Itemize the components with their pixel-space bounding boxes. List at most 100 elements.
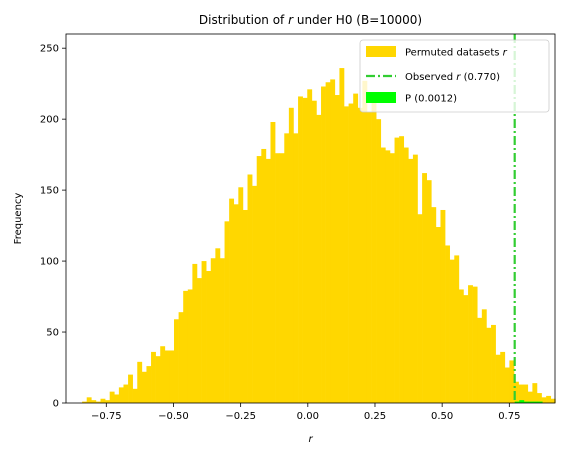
bar-permuted bbox=[353, 93, 359, 403]
bar-permuted bbox=[527, 391, 533, 403]
bar-permuted bbox=[178, 312, 184, 403]
bar-permuted bbox=[371, 99, 377, 404]
y-tick-label: 100 bbox=[40, 257, 59, 268]
bar-permuted bbox=[86, 397, 92, 403]
bar-pvalue bbox=[537, 401, 543, 403]
bar-permuted bbox=[109, 391, 115, 403]
bar-permuted bbox=[284, 133, 290, 403]
bar-permuted bbox=[256, 156, 262, 403]
bar-permuted bbox=[316, 114, 322, 404]
legend-label-pvalue: P (0.0012) bbox=[405, 94, 457, 105]
bar-permuted bbox=[509, 360, 515, 403]
bar-permuted bbox=[366, 112, 372, 404]
bar-permuted bbox=[298, 96, 303, 403]
bar-permuted bbox=[247, 174, 253, 403]
bar-permuted bbox=[417, 214, 423, 403]
y-axis-label: Frequency bbox=[13, 193, 24, 245]
bar-permuted bbox=[261, 148, 267, 403]
bar-permuted bbox=[394, 137, 400, 403]
legend-label-observed: Observed r (0.770) bbox=[405, 72, 500, 83]
bar-permuted bbox=[523, 384, 529, 403]
bar-permuted bbox=[458, 289, 464, 403]
bar-permuted bbox=[141, 371, 147, 403]
bar-permuted bbox=[376, 119, 382, 404]
bar-permuted bbox=[164, 350, 170, 403]
bar-permuted bbox=[412, 154, 418, 403]
x-axis-ticks: −0.75 −0.50 −0.25 0.00 0.25 0.50 0.75 bbox=[91, 403, 520, 422]
bar-permuted bbox=[422, 173, 428, 403]
y-tick-label: 150 bbox=[40, 186, 59, 197]
bar-permuted bbox=[210, 258, 216, 403]
bar-permuted bbox=[275, 153, 280, 403]
x-axis-label: r bbox=[308, 434, 313, 445]
bar-permuted bbox=[114, 394, 120, 403]
bar-permuted bbox=[536, 393, 542, 403]
bar-permuted bbox=[477, 317, 483, 403]
bar-permuted bbox=[196, 278, 202, 403]
bar-permuted bbox=[146, 366, 152, 403]
bar-permuted bbox=[128, 374, 133, 403]
legend-label-permuted: Permuted datasets r bbox=[405, 48, 508, 59]
bar-permuted bbox=[408, 158, 414, 403]
bar-permuted bbox=[169, 350, 175, 403]
legend-swatch-pvalue bbox=[366, 92, 396, 103]
bar-pvalue bbox=[533, 401, 538, 403]
bar-permuted bbox=[426, 180, 432, 403]
bar-permuted bbox=[82, 401, 88, 403]
bar-permuted bbox=[403, 147, 409, 403]
bar-permuted bbox=[100, 398, 106, 403]
bar-permuted bbox=[431, 207, 437, 403]
y-axis-ticks: 0 50 100 150 200 250 bbox=[40, 44, 66, 410]
pvalue-bars bbox=[514, 400, 543, 403]
chart-title: Distribution of r under H0 (B=10000) bbox=[199, 13, 422, 27]
bar-pvalue bbox=[514, 401, 520, 403]
x-tick-label: 0.75 bbox=[498, 411, 520, 422]
bar-permuted bbox=[238, 187, 244, 403]
bar-permuted bbox=[293, 133, 299, 403]
bar-permuted bbox=[270, 121, 276, 403]
legend-swatch-permuted bbox=[366, 46, 396, 57]
bar-permuted bbox=[344, 106, 349, 403]
bar-permuted bbox=[380, 147, 386, 403]
y-tick-label: 250 bbox=[40, 44, 59, 55]
bar-permuted bbox=[279, 153, 285, 403]
x-tick-label: −0.25 bbox=[225, 411, 256, 422]
bar-permuted bbox=[224, 221, 230, 403]
bar-permuted bbox=[118, 387, 124, 403]
x-tick-label: 0.00 bbox=[297, 411, 319, 422]
bar-permuted bbox=[385, 150, 391, 403]
bar-permuted bbox=[334, 95, 340, 404]
bar-permuted bbox=[481, 309, 487, 403]
bar-permuted bbox=[468, 285, 473, 403]
bar-permuted bbox=[160, 346, 166, 403]
x-tick-label: 0.25 bbox=[364, 411, 386, 422]
bar-permuted bbox=[95, 401, 101, 403]
bar-pvalue bbox=[523, 401, 529, 403]
bar-permuted bbox=[155, 356, 161, 403]
bar-permuted bbox=[201, 261, 207, 403]
bar-permuted bbox=[504, 367, 510, 403]
bar-permuted bbox=[229, 198, 235, 403]
bar-permuted bbox=[495, 354, 501, 403]
bar-pvalue bbox=[528, 401, 534, 403]
bar-permuted bbox=[132, 388, 138, 403]
bar-permuted bbox=[546, 395, 552, 403]
bar-permuted bbox=[532, 383, 538, 403]
bar-permuted bbox=[454, 255, 460, 403]
bar-permuted bbox=[183, 290, 189, 403]
bar-permuted bbox=[435, 227, 441, 403]
legend: Permuted datasets r Observed r (0.770) P… bbox=[359, 39, 550, 113]
bar-permuted bbox=[137, 361, 143, 403]
axes-frame bbox=[65, 33, 556, 404]
bar-permuted bbox=[288, 107, 294, 404]
bar-permuted bbox=[91, 400, 97, 403]
x-tick-label: −0.50 bbox=[158, 411, 189, 422]
bar-permuted bbox=[174, 319, 179, 403]
bar-permuted bbox=[518, 384, 524, 403]
bar-permuted bbox=[123, 384, 129, 403]
bar-permuted bbox=[187, 289, 193, 403]
bar-permuted bbox=[215, 248, 221, 403]
bar-permuted bbox=[252, 185, 258, 403]
bar-permuted bbox=[151, 351, 156, 403]
